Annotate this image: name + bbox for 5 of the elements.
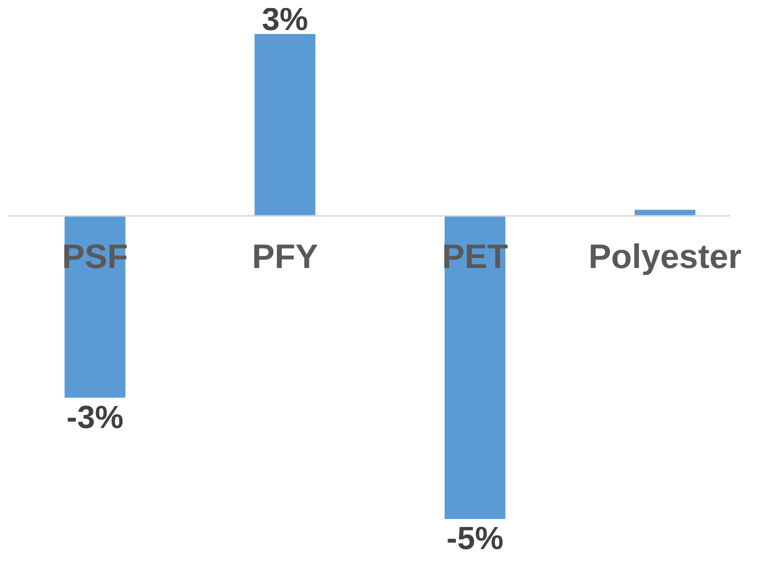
x-tick-label: Polyester (588, 238, 742, 276)
data-label: -3% (66, 398, 124, 435)
x-tick-label: PFY (252, 238, 318, 276)
data-label: 3% (262, 1, 308, 37)
data-label: -5% (446, 520, 504, 556)
